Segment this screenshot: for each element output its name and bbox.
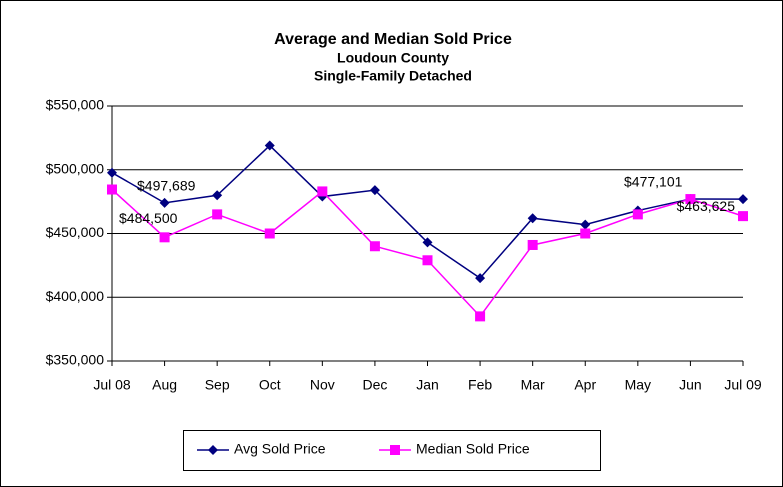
diamond-marker — [580, 219, 591, 230]
data-label: $497,689 — [137, 177, 196, 193]
square-marker — [685, 194, 696, 205]
diamond-marker — [475, 273, 486, 284]
x-tick-label: Aug — [152, 377, 177, 393]
square-marker — [107, 184, 117, 195]
legend-label: Avg Sold Price — [234, 441, 326, 457]
x-tick-label: Mar — [521, 377, 545, 393]
y-tick-label: $500,000 — [46, 160, 105, 176]
x-tick-label: Jun — [679, 377, 702, 393]
y-tick-label: $350,000 — [46, 352, 105, 368]
square-marker — [264, 228, 275, 239]
y-tick-label: $550,000 — [46, 97, 105, 113]
legend-marker — [208, 445, 218, 455]
data-label: $477,101 — [624, 174, 683, 190]
x-tick-label: Jul 09 — [724, 377, 762, 393]
x-tick-label: Dec — [362, 377, 387, 393]
square-marker — [738, 211, 748, 222]
x-tick-label: Nov — [310, 377, 335, 393]
x-tick-label: Feb — [468, 377, 492, 393]
x-tick-label: Apr — [574, 377, 596, 393]
diamond-marker — [527, 213, 538, 224]
y-tick-label: $450,000 — [46, 224, 105, 240]
square-marker — [475, 311, 486, 322]
diamond-marker — [422, 237, 433, 248]
data-label: $484,500 — [119, 210, 178, 226]
legend-marker — [390, 445, 400, 455]
diamond-marker — [212, 190, 223, 201]
square-marker — [317, 186, 328, 197]
chart-subtitle: Single-Family Detached — [314, 68, 472, 84]
square-marker — [527, 239, 538, 250]
x-tick-label: Oct — [259, 377, 281, 393]
legend-label: Median Sold Price — [416, 441, 530, 457]
diamond-marker — [738, 194, 748, 205]
chart-title: Average and Median Sold Price — [274, 31, 512, 48]
square-marker — [369, 241, 380, 252]
data-label: $463,625 — [677, 198, 736, 214]
square-marker — [580, 228, 591, 239]
x-tick-label: Sep — [205, 377, 230, 393]
chart-subtitle: Loudoun County — [337, 50, 449, 66]
square-marker — [632, 209, 643, 220]
square-marker — [159, 232, 170, 243]
diamond-marker — [107, 167, 117, 178]
x-tick-label: Jan — [416, 377, 439, 393]
diamond-marker — [369, 185, 380, 196]
square-marker — [422, 255, 433, 266]
x-tick-label: May — [625, 377, 651, 393]
square-marker — [212, 209, 223, 220]
x-tick-label: Jul 08 — [93, 377, 131, 393]
diamond-marker — [264, 140, 275, 151]
y-tick-label: $400,000 — [46, 288, 105, 304]
diamond-marker — [159, 197, 170, 208]
